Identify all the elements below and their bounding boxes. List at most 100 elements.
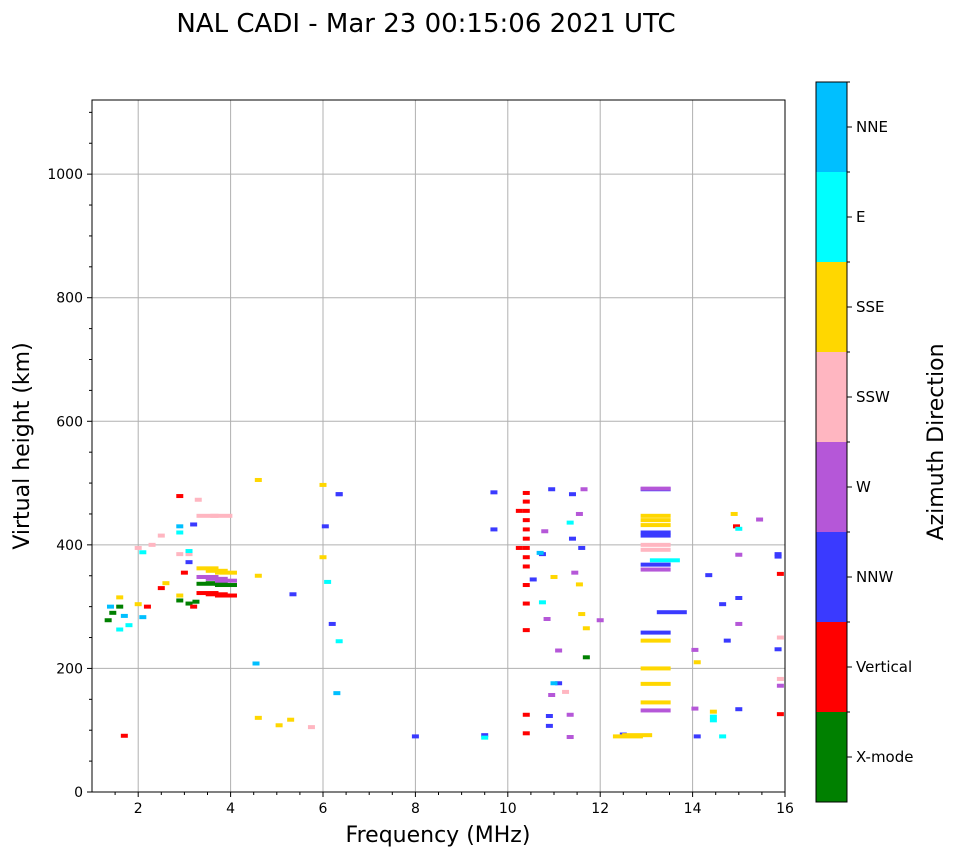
echo-point <box>545 723 553 728</box>
echo-point <box>522 545 530 550</box>
colorbar-segment <box>816 172 847 262</box>
colorbar-tick-label: NNW <box>856 568 893 586</box>
echo-point <box>640 542 671 547</box>
echo-point <box>335 492 343 497</box>
echo-point <box>555 681 563 686</box>
echo-point <box>705 573 713 578</box>
echo-point <box>109 610 117 615</box>
y-tick-label: 200 <box>56 661 83 677</box>
echo-point <box>180 570 188 575</box>
echo-point <box>125 623 133 628</box>
echo-point <box>566 712 574 717</box>
echo-point <box>640 562 671 567</box>
echo-point <box>709 714 717 719</box>
echo-point <box>776 571 784 576</box>
echo-point <box>735 707 743 712</box>
echo-point <box>190 604 198 609</box>
echo-point <box>536 550 544 555</box>
echo-point <box>214 570 237 575</box>
echo-point <box>776 676 784 681</box>
y-tick-label: 400 <box>56 538 83 554</box>
echo-point <box>776 635 784 640</box>
echo-point <box>522 536 530 541</box>
echo-point <box>640 523 671 528</box>
colorbar-tick-label: SSW <box>856 388 890 406</box>
echo-point <box>776 712 784 717</box>
echo-point <box>582 655 590 660</box>
echo-point <box>776 683 784 688</box>
colorbar-segment <box>816 262 847 352</box>
echo-point <box>522 518 530 523</box>
echo-point <box>289 592 297 597</box>
echo-point <box>176 598 184 603</box>
colorbar-tick-label: E <box>856 208 865 226</box>
echo-point <box>515 545 523 550</box>
x-tick-label: 16 <box>776 801 794 817</box>
x-tick-label: 12 <box>591 801 609 817</box>
echo-point <box>640 708 671 713</box>
echo-point <box>116 627 124 632</box>
echo-point <box>578 612 586 617</box>
colorbar: X-mode Vertical NNW W SSW SSE E NNE <box>815 81 913 803</box>
echo-point <box>328 621 336 626</box>
x-tick-label: 14 <box>684 801 702 817</box>
y-axis-label: Virtual height (km) <box>10 342 35 549</box>
echo-point <box>192 599 200 604</box>
echo-point <box>490 527 498 532</box>
echo-point <box>640 666 671 671</box>
colorbar-segment <box>816 352 847 442</box>
echo-point <box>640 518 671 523</box>
echo-point <box>185 549 193 554</box>
echo-point <box>640 700 671 705</box>
echo-point <box>176 593 184 598</box>
echo-point <box>691 647 699 652</box>
echo-point <box>640 513 671 518</box>
echo-point <box>571 570 579 575</box>
echo-point <box>548 692 556 697</box>
echo-point <box>756 517 764 522</box>
echo-point <box>640 547 671 552</box>
echo-point <box>319 555 327 560</box>
echo-point <box>254 477 262 482</box>
echo-point <box>162 581 170 586</box>
echo-point <box>134 602 142 607</box>
echo-point <box>562 689 570 694</box>
echo-point <box>134 545 142 550</box>
echo-point <box>548 487 556 492</box>
echo-point <box>735 526 743 531</box>
echo-point <box>774 552 782 557</box>
echo-point <box>196 513 219 518</box>
echo-point <box>640 530 671 535</box>
x-axis-label: Frequency (MHz) <box>346 823 531 848</box>
echo-point <box>515 508 523 513</box>
echo-point <box>214 578 237 583</box>
echo-point <box>538 600 546 605</box>
echo-point <box>185 560 193 565</box>
colorbar-frame <box>815 81 848 803</box>
echo-point <box>575 582 583 587</box>
echo-point <box>120 733 128 738</box>
echo-point <box>719 734 727 739</box>
echo-point <box>522 555 530 560</box>
echo-point <box>596 618 604 623</box>
echo-point <box>185 601 193 606</box>
colorbar-tick-label: W <box>856 478 871 496</box>
plot-frame <box>91 99 786 793</box>
echo-point <box>550 681 558 686</box>
echo-point <box>319 482 327 487</box>
echo-point <box>148 542 156 547</box>
echo-point <box>190 522 198 527</box>
echo-point <box>691 706 699 711</box>
echo-point <box>545 714 553 719</box>
y-tick-label: 600 <box>56 414 83 430</box>
colorbar-segment <box>816 82 847 172</box>
echo-point <box>490 490 498 495</box>
echo-point <box>185 552 193 557</box>
echo-point <box>522 527 530 532</box>
echo-point <box>522 564 530 569</box>
echo-point <box>735 621 743 626</box>
x-tick-label: 10 <box>499 801 517 817</box>
echo-point <box>254 573 262 578</box>
colorbar-tick-label: X-mode <box>856 748 913 766</box>
